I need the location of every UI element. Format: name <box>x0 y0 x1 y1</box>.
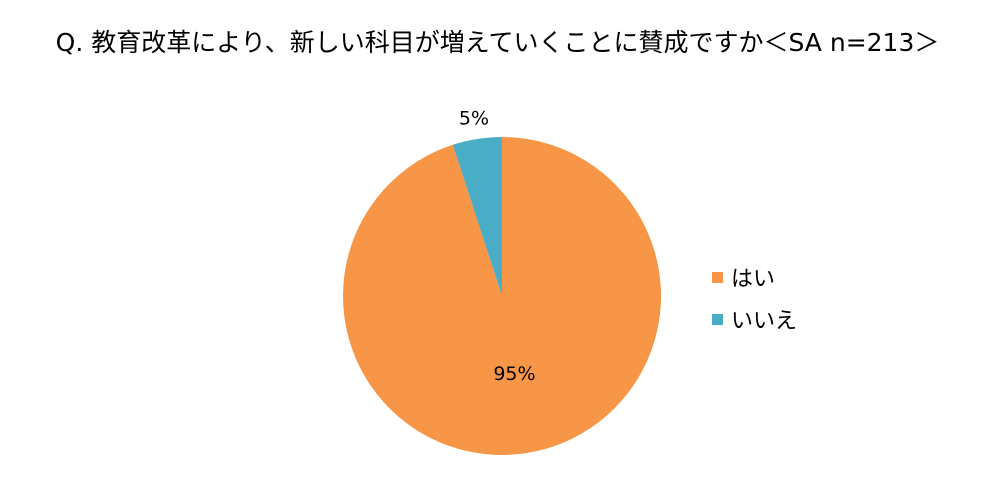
chart-title: Q. 教育改革により、新しい科目が増えていくことに賛成ですか＜SA n=213＞ <box>55 28 940 57</box>
legend-item-yes: はい <box>712 256 797 298</box>
legend-item-no: いいえ <box>712 298 797 340</box>
legend-label-no: いいえ <box>731 309 798 334</box>
legend-swatch-no <box>712 313 723 325</box>
data-label-yes: 95% <box>493 363 535 385</box>
pie-slice-yes <box>342 137 661 455</box>
legend: はい いいえ <box>712 256 797 340</box>
legend-swatch-yes <box>712 271 723 283</box>
pie-slice-no <box>452 137 502 296</box>
data-label-no: 5% <box>459 108 489 130</box>
legend-label-yes: はい <box>731 267 776 292</box>
